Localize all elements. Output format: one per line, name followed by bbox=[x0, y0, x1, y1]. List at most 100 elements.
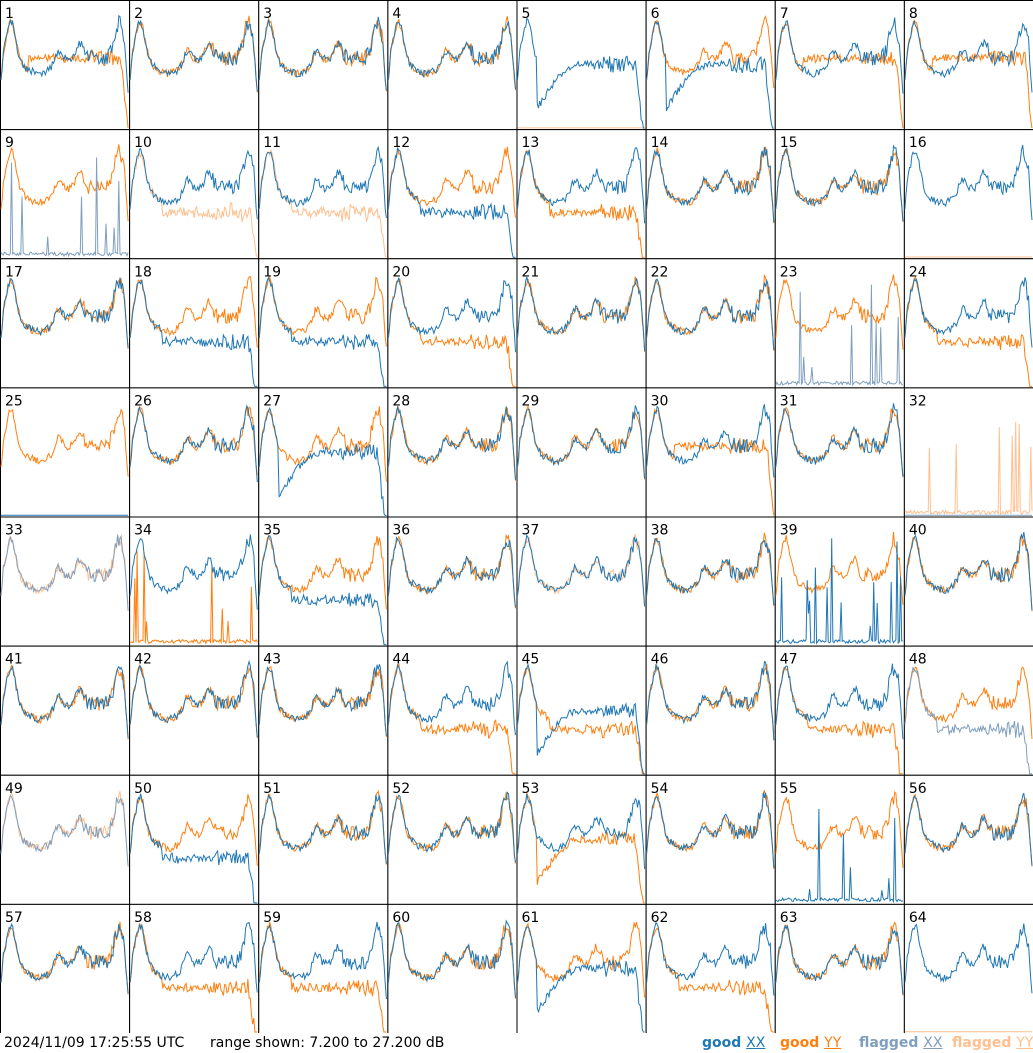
range-label: range shown: 7.200 to 27.200 dB bbox=[210, 1035, 445, 1051]
panel-22-label: 22 bbox=[651, 264, 669, 280]
panel-45-yy-line bbox=[517, 667, 645, 775]
panel-63-xx-line bbox=[775, 924, 904, 995]
panel-48-yy-line bbox=[904, 666, 1033, 739]
panel-54-label: 54 bbox=[651, 781, 669, 797]
panel-44-xx-line bbox=[387, 660, 516, 736]
panel-45: 45 bbox=[516, 645, 647, 776]
panel-10-xx-line bbox=[129, 148, 258, 220]
panel-29-label: 29 bbox=[522, 393, 540, 409]
panel-51-label: 51 bbox=[263, 781, 281, 797]
panel-frame bbox=[774, 0, 905, 131]
panel-19-label: 19 bbox=[263, 264, 281, 280]
panel-18-label: 18 bbox=[134, 264, 152, 280]
panel-36-label: 36 bbox=[392, 523, 410, 539]
panel-8-yy-line bbox=[904, 19, 1033, 129]
panel-frame bbox=[129, 645, 260, 776]
panel-30-label: 30 bbox=[651, 393, 669, 409]
panel-53-xx-line bbox=[517, 793, 646, 870]
panel-frame bbox=[129, 129, 260, 260]
panel-31-label: 31 bbox=[780, 393, 798, 409]
panel-12-label: 12 bbox=[392, 135, 410, 151]
panel-43: 43 bbox=[258, 645, 389, 776]
panel-24-xx-line bbox=[904, 277, 1033, 348]
panel-24: 24 bbox=[903, 258, 1033, 389]
panel-38-xx-line bbox=[646, 538, 775, 606]
panel-53-label: 53 bbox=[522, 781, 540, 797]
panel-frame bbox=[903, 258, 1033, 389]
panel-21-xx-line bbox=[517, 276, 646, 352]
panel-41-label: 41 bbox=[5, 652, 23, 668]
panel-36: 36 bbox=[387, 516, 518, 647]
panel-46-xx-line bbox=[646, 660, 775, 741]
panel-41: 41 bbox=[0, 645, 131, 776]
panel-23: 23 bbox=[774, 258, 905, 389]
panel-44: 44 bbox=[387, 645, 518, 776]
panel-38-label: 38 bbox=[651, 523, 669, 539]
panel-35-yy-line bbox=[258, 534, 387, 610]
panel-55-xx-line bbox=[775, 808, 904, 904]
panel-30-xx-line bbox=[646, 404, 775, 478]
panel-44-yy-line bbox=[387, 663, 516, 775]
panel-33-xx-line bbox=[0, 534, 129, 611]
panel-45-label: 45 bbox=[522, 652, 540, 668]
panel-63-label: 63 bbox=[780, 910, 798, 926]
panel-frame bbox=[516, 774, 647, 905]
panel-27-xx-line bbox=[258, 406, 387, 516]
panel-5-label: 5 bbox=[522, 6, 531, 22]
panel-55-label: 55 bbox=[780, 781, 798, 797]
panel-37: 37 bbox=[516, 516, 647, 647]
panel-28: 28 bbox=[387, 387, 518, 518]
panel-59-yy-line bbox=[258, 922, 387, 1033]
panel-9: 9 bbox=[0, 129, 131, 260]
panel-17-xx-line bbox=[0, 277, 129, 349]
legend-flagged-yy: flagged YY bbox=[952, 1035, 1033, 1051]
panel-frame bbox=[645, 645, 776, 776]
panel-4: 4 bbox=[387, 0, 518, 131]
panel-34-xx-line bbox=[129, 534, 258, 610]
panel-35-xx-line bbox=[258, 535, 387, 646]
panel-34: 34 bbox=[129, 516, 260, 647]
panel-13-label: 13 bbox=[522, 135, 540, 151]
panel-frame bbox=[903, 903, 1033, 1033]
panel-3: 3 bbox=[258, 0, 389, 131]
panel-49-label: 49 bbox=[5, 781, 23, 797]
panel-16: 16 bbox=[903, 129, 1033, 260]
panel-13: 13 bbox=[516, 129, 647, 260]
panel-62-label: 62 bbox=[651, 910, 669, 926]
panel-20-xx-line bbox=[387, 277, 516, 353]
panel-26-label: 26 bbox=[134, 393, 152, 409]
panel-frame bbox=[0, 258, 131, 389]
panel-40: 40 bbox=[903, 516, 1033, 647]
panel-28-label: 28 bbox=[392, 393, 410, 409]
legend-good-xx: good XX bbox=[702, 1035, 765, 1051]
panel-17-label: 17 bbox=[5, 264, 23, 280]
panel-46-label: 46 bbox=[651, 652, 669, 668]
panel-42-label: 42 bbox=[134, 652, 152, 668]
panel-1-label: 1 bbox=[5, 6, 14, 22]
legend-flagged-xx-pol: XX bbox=[923, 1035, 943, 1051]
panel-41-xx-line bbox=[0, 664, 129, 739]
panel-frame bbox=[387, 0, 518, 131]
legend-flagged-xx-word: flagged bbox=[859, 1035, 919, 1051]
panel-31: 31 bbox=[774, 387, 905, 518]
panel-64-xx-line bbox=[904, 923, 1033, 994]
panel-59: 59 bbox=[258, 903, 389, 1033]
panel-37-xx-line bbox=[517, 534, 646, 607]
panel-6: 6 bbox=[645, 0, 776, 131]
panel-29: 29 bbox=[516, 387, 647, 518]
panel-62-yy-line bbox=[646, 927, 774, 1033]
panel-49: 49 bbox=[0, 774, 131, 905]
panel-27-yy-line bbox=[258, 406, 387, 482]
panel-45-xx-line bbox=[517, 662, 645, 775]
panel-44-label: 44 bbox=[392, 652, 410, 668]
panel-51-yy-line bbox=[258, 789, 387, 865]
panel-15-label: 15 bbox=[780, 135, 798, 151]
panel-7: 7 bbox=[774, 0, 905, 131]
legend-good-yy: good YY bbox=[780, 1035, 841, 1051]
legend-good-xx-pol: XX bbox=[746, 1035, 766, 1051]
panel-59-label: 59 bbox=[263, 910, 281, 926]
panel-28-xx-line bbox=[387, 406, 516, 480]
panel-40-label: 40 bbox=[909, 523, 927, 539]
panel-39-yy-line bbox=[775, 531, 904, 605]
panel-frame bbox=[258, 774, 389, 905]
